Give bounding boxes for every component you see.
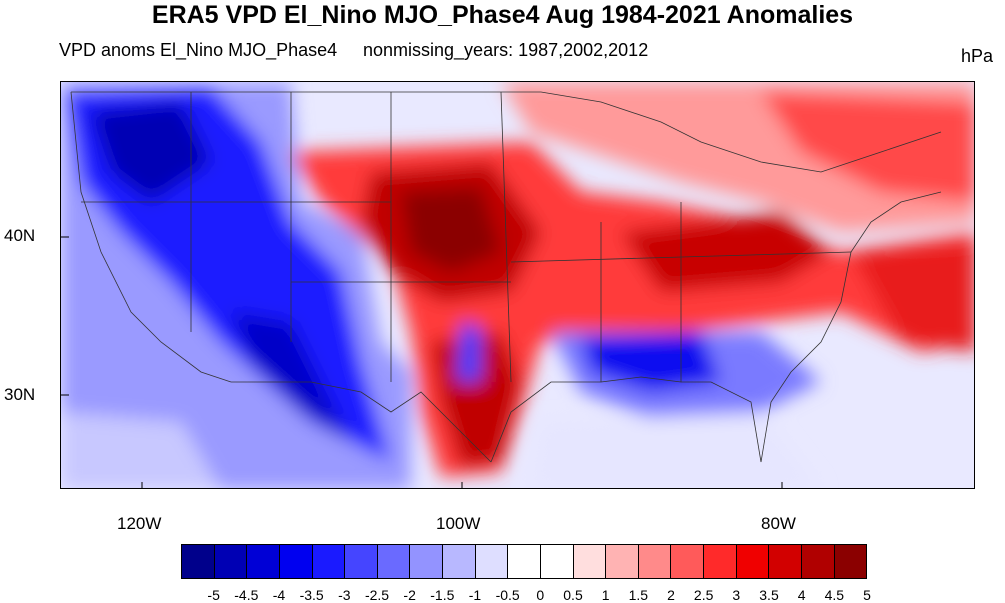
map-field	[61, 82, 974, 488]
map-title: ERA5 VPD El_Nino MJO_Phase4 Aug 1984-202…	[151, 1, 854, 29]
strong-positive-texas	[431, 332, 521, 467]
colorbar-tick-label: 0	[536, 587, 545, 603]
center-subtitle: nonmissing_years: 1987,2002,2012	[363, 40, 649, 60]
weak-anomaly-gulf	[531, 412, 820, 488]
lon-label-100w: 100W	[436, 514, 481, 533]
colorbar-swatch	[606, 545, 639, 578]
colorbar-tick-label: -1	[468, 587, 482, 603]
colorbar-tick-label: 0.5	[563, 587, 583, 603]
border-mexico	[231, 381, 492, 463]
axis-ticks	[61, 236, 783, 488]
colorbar-swatch	[801, 545, 835, 578]
colorbar-tick-label: 2	[667, 587, 675, 603]
colorbar-swatch	[736, 545, 770, 578]
pacific-weak-negative	[61, 412, 220, 488]
colorbar-swatch	[345, 545, 378, 578]
core-negative-west	[91, 102, 211, 202]
core-positive-plains	[401, 187, 501, 272]
core-negative-southwest	[231, 312, 351, 442]
colorbar-swatch	[214, 545, 248, 578]
colorbar-tick-label: 3	[732, 587, 741, 603]
colorbar-swatch	[671, 545, 704, 578]
colorbar-tick-label: -3.5	[299, 587, 324, 603]
boundary-lines	[70, 91, 942, 463]
colorbar-tick-label: 4	[797, 587, 806, 603]
colorbar-swatch	[638, 545, 672, 578]
colorbar-tick-label: 4.5	[824, 587, 845, 603]
colorbar-tick-label: -1.5	[430, 587, 455, 603]
lat-label-40n: 40N	[4, 226, 36, 245]
lon-label-80w: 80W	[761, 514, 796, 533]
colorbar-swatch	[769, 545, 802, 578]
colorbar-tick-label: -4	[272, 587, 286, 603]
colorbar-swatch	[475, 545, 509, 578]
colorbar-swatch	[279, 545, 313, 578]
colorbar-tick-label: -4.5	[234, 587, 259, 603]
colorbar-swatch	[573, 545, 607, 578]
colorbar-swatch	[540, 545, 574, 578]
colorbar-tick-label: -3	[338, 587, 351, 603]
colorbar-swatch	[377, 545, 411, 578]
anomaly-map	[60, 81, 975, 489]
colorbar-swatch	[704, 545, 737, 578]
colorbar-tick-label: -2.5	[364, 587, 390, 603]
colorbar-swatch	[508, 545, 541, 578]
colorbar-swatch	[182, 545, 215, 578]
colorbar-swatch	[834, 545, 867, 578]
colorbar-tick-label: -2	[403, 587, 416, 603]
negative-texas-streak	[456, 322, 481, 382]
colorbar-swatch	[312, 545, 346, 578]
colorbar-tick-label: 1	[601, 587, 610, 603]
coastline-gulf	[490, 376, 762, 463]
colorbar-swatch	[443, 545, 476, 578]
colorbar-tick-label: 2.5	[693, 587, 714, 603]
colorbar-tick-label: -5	[207, 587, 220, 603]
state-line	[500, 91, 512, 383]
coastline-west	[70, 91, 232, 383]
colorbar-swatch	[410, 545, 443, 578]
lat-label-30n: 30N	[4, 385, 36, 404]
units-label: hPa	[960, 46, 993, 66]
colorbar	[181, 544, 867, 579]
colorbar-tick-label: 5	[863, 587, 871, 603]
colorbar-tick-label: -0.5	[495, 587, 520, 603]
strong-negative-southeast	[581, 332, 721, 392]
lon-label-120w: 120W	[117, 514, 162, 533]
strong-positive-ohio-valley	[621, 212, 831, 292]
border-canada	[71, 91, 942, 173]
colorbar-tick-label: 3.5	[759, 587, 779, 603]
colorbar-swatch	[247, 545, 280, 578]
colorbar-tick-label: 1.5	[628, 587, 649, 603]
positive-northeast	[761, 92, 974, 202]
left-subtitle: VPD anoms El_Nino MJO_Phase4	[59, 40, 338, 60]
coastline-east	[760, 191, 942, 463]
positive-atlantic	[851, 242, 974, 352]
